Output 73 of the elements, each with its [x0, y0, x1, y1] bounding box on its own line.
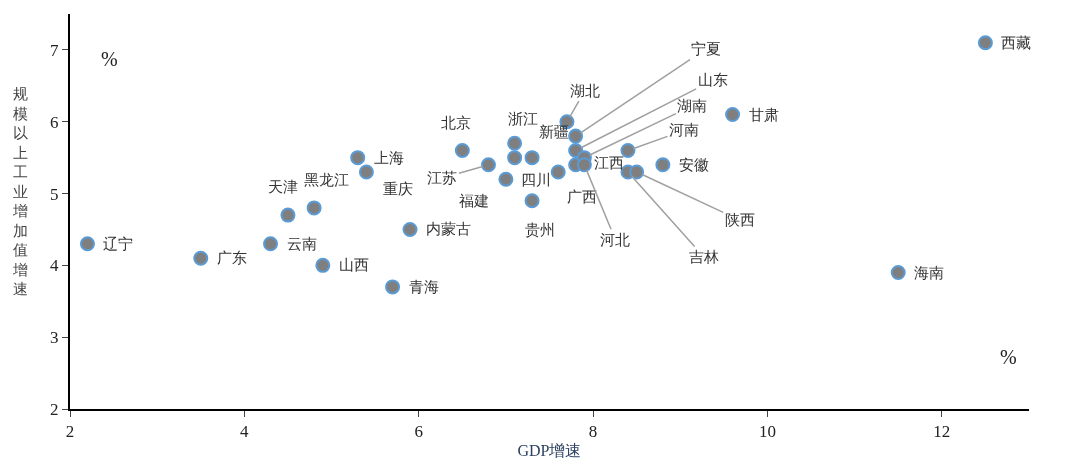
- data-label: 吉林: [689, 248, 719, 266]
- point: [568, 128, 584, 144]
- point: [629, 164, 645, 180]
- y-tick-label: 3: [50, 328, 59, 348]
- data-label: 上海: [374, 149, 404, 167]
- data-label: 云南: [287, 235, 317, 253]
- data-label: 青海: [409, 278, 439, 296]
- point: [620, 142, 636, 158]
- x-tick-label: 10: [758, 422, 776, 442]
- point: [280, 207, 296, 223]
- y-tick-label: 5: [50, 184, 59, 204]
- data-label: 广东: [217, 249, 247, 267]
- data-label: 广西: [567, 188, 597, 206]
- point: [550, 164, 566, 180]
- y-tick-label: 2: [50, 399, 59, 419]
- data-label: 海南: [914, 264, 944, 282]
- data-label: 西藏: [1001, 34, 1031, 52]
- y-tick-label: 7: [50, 40, 60, 60]
- data-label: 江苏: [427, 169, 457, 187]
- point: [306, 200, 322, 216]
- point: [507, 150, 523, 166]
- point: [890, 265, 906, 281]
- data-label: 山东: [698, 71, 728, 89]
- data-label: 新疆: [539, 123, 569, 141]
- data-label: 四川: [521, 171, 551, 189]
- point: [655, 157, 671, 173]
- x-tick-label: 6: [414, 422, 423, 442]
- data-label: 陕西: [725, 211, 755, 229]
- data-label: 内蒙古: [426, 220, 471, 238]
- point: [576, 157, 592, 173]
- data-label: 湖北: [570, 82, 600, 100]
- data-label: 福建: [459, 192, 489, 210]
- annotation: %: [101, 48, 118, 70]
- x-axis-title: GDP增速: [517, 441, 582, 459]
- point: [480, 157, 496, 173]
- data-label: 安徽: [679, 156, 709, 174]
- data-label: 天津: [268, 178, 298, 196]
- text: 规模以上工业增加值增速: [13, 85, 28, 298]
- data-label: 湖南: [677, 97, 707, 115]
- data-label: 甘肃: [749, 106, 779, 124]
- data-label: 贵州: [525, 221, 555, 239]
- point: [402, 221, 418, 237]
- point: [263, 236, 279, 252]
- point: [315, 257, 331, 273]
- point: [524, 150, 540, 166]
- y-tick-label: 6: [50, 112, 59, 132]
- point: [725, 107, 741, 123]
- point: [193, 250, 209, 266]
- point: [454, 142, 470, 158]
- x-tick-label: 12: [933, 422, 951, 442]
- point: [385, 279, 401, 295]
- data-label: 山西: [339, 256, 369, 274]
- point: [977, 35, 993, 51]
- x-tick-label: 2: [65, 422, 75, 442]
- point: [498, 171, 514, 187]
- y-tick-label: 4: [50, 256, 60, 276]
- data-label: 重庆: [383, 180, 413, 198]
- data-label: 辽宁: [103, 235, 133, 253]
- point: [358, 164, 374, 180]
- data-label: 北京: [441, 114, 471, 132]
- point: [350, 150, 366, 166]
- x-tick-label: 4: [240, 422, 250, 442]
- x-tick-label: 8: [588, 422, 598, 442]
- data-label: 河北: [600, 231, 630, 249]
- annotation: 江西: [594, 154, 624, 172]
- data-label: 宁夏: [691, 40, 721, 58]
- point: [524, 193, 540, 209]
- data-label: 浙江: [508, 110, 538, 128]
- data-label: 黑龙江: [304, 171, 349, 189]
- data-label: 河南: [669, 121, 699, 139]
- point: [507, 135, 523, 151]
- point: [79, 236, 95, 252]
- annotation: %: [1000, 346, 1017, 368]
